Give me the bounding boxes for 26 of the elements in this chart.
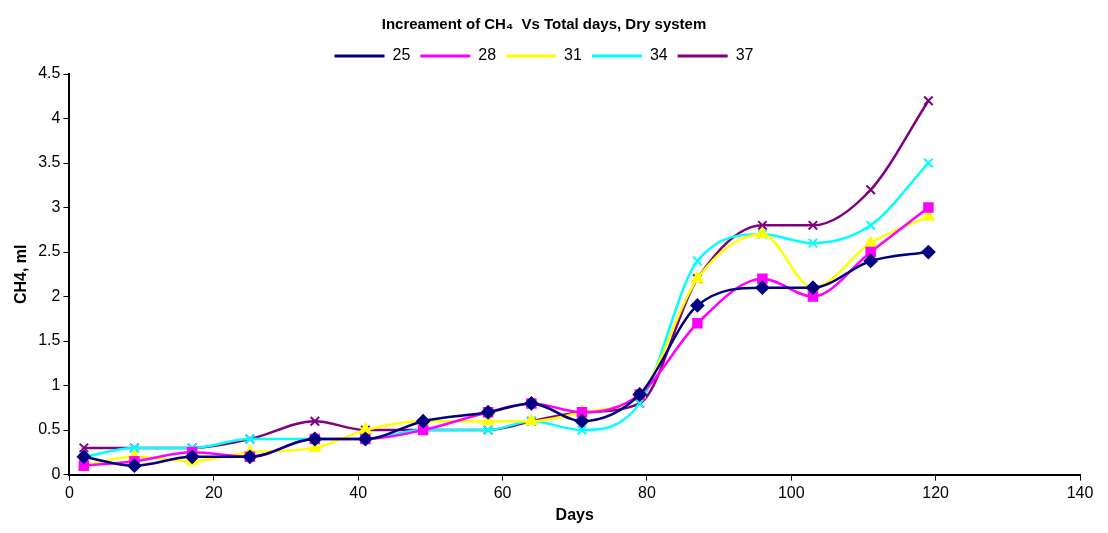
legend-label: 34 <box>649 46 668 64</box>
y-tick-label: 3.5 <box>38 153 61 171</box>
y-tick-label: 4.5 <box>38 64 61 82</box>
x-tick-label: 100 <box>777 483 805 501</box>
y-axis-title: CH4, ml <box>12 244 30 305</box>
x-tick-label: 0 <box>64 483 74 501</box>
x-tick-label: 20 <box>204 483 223 501</box>
x-tick-label: 80 <box>638 483 656 501</box>
x-tick-label: 40 <box>349 483 368 501</box>
legend-label: 37 <box>735 46 754 64</box>
y-tick-label: 1 <box>51 375 61 393</box>
x-tick-label: 120 <box>922 483 950 501</box>
legend-label: 31 <box>564 46 582 64</box>
y-tick-label: 2.5 <box>38 242 61 260</box>
y-tick-label: 1.5 <box>38 331 61 349</box>
y-tick-label: 0.5 <box>38 420 61 438</box>
x-axis-title: Days <box>555 505 594 523</box>
chart-title: Increament of CH₄ Vs Total days, Dry system <box>381 15 707 33</box>
x-tick-label: 60 <box>493 483 512 501</box>
y-tick-label: 2 <box>51 286 61 304</box>
legend-label: 28 <box>478 46 497 64</box>
x-tick-label: 140 <box>1066 483 1094 501</box>
y-tick-label: 3 <box>51 197 61 215</box>
y-tick-label: 4 <box>51 108 61 126</box>
y-tick-label: 0 <box>51 465 61 483</box>
legend-label: 25 <box>392 46 411 64</box>
